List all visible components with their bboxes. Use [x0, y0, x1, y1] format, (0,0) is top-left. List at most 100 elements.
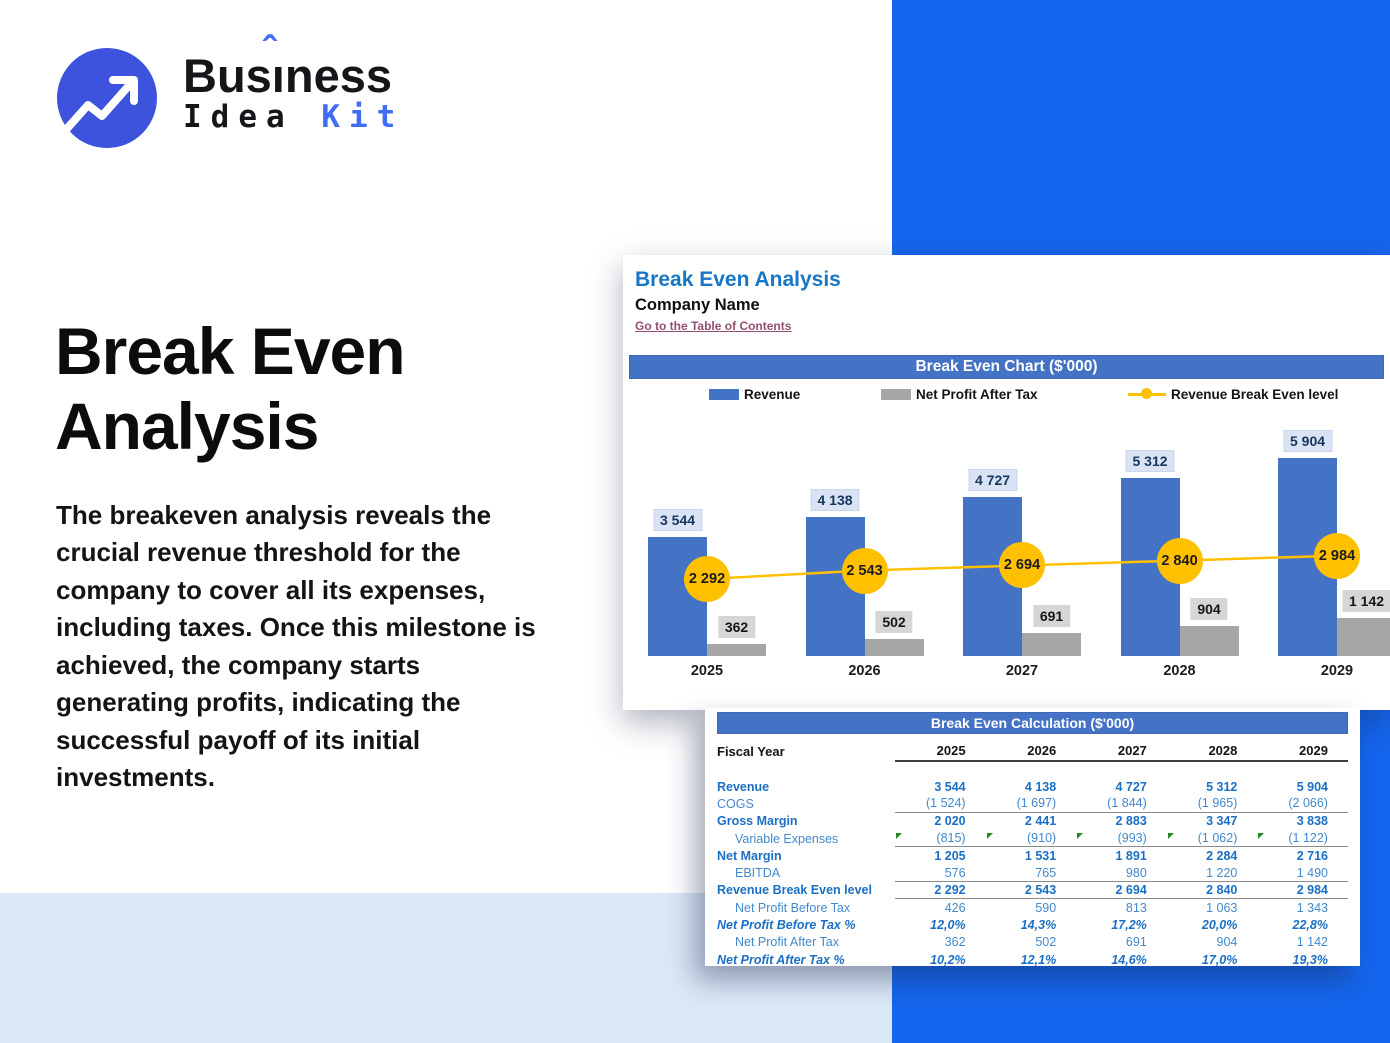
value-cell: 2 284: [1206, 848, 1238, 863]
legend-item-break-even: Revenue Break Even level: [1128, 386, 1338, 402]
row-label: Net Profit Before Tax %: [717, 918, 856, 933]
row-label: Gross Margin: [717, 814, 798, 829]
value-cell: 2 716: [1296, 848, 1328, 863]
value-cell: 362: [944, 935, 966, 950]
table-row: Variable Expenses (815) (910) (993) (1 062)(…: [717, 830, 1348, 848]
value-cell: (1 122): [1257, 831, 1348, 845]
revenue-value-label: 4 727: [967, 469, 1018, 492]
table-row: EBITDA 576 765 980 1 220 1 490: [717, 865, 1348, 882]
row-label: Net Profit After Tax %: [717, 952, 845, 967]
break-even-table-card: Break Even Calculation ($'000) Fiscal Ye…: [705, 708, 1360, 968]
value-cell: 691: [1125, 935, 1147, 950]
value-cell: 3 347: [1206, 814, 1238, 829]
value-cell: 2 441: [1024, 814, 1057, 829]
net-profit-value-label: 691: [1032, 604, 1071, 627]
table-row: Net Margin 1 205 1 531 1 891 2 284 2 716: [717, 847, 1348, 864]
company-name: Company Name: [635, 296, 760, 314]
brand-subtitle: Idea Kit: [183, 99, 405, 135]
break-even-chart-card: Break Even Analysis Company Name Go to t…: [623, 255, 1390, 710]
comment-flag-icon: [896, 833, 902, 840]
value-cell: 20,0%: [1201, 918, 1238, 933]
fiscal-year-label: Fiscal Year: [717, 743, 785, 759]
row-values: (1 524) (1 697) (1 844) (1 965) (2 066): [895, 795, 1348, 813]
year-column-header: 2026: [1027, 742, 1057, 758]
break-even-marker: 2 694: [999, 542, 1045, 589]
value-cell: 1 142: [1296, 935, 1328, 950]
value-cell: 3 544: [934, 779, 966, 794]
value-cell: 1 343: [1296, 900, 1328, 915]
x-axis-year-label: 2025: [690, 663, 724, 679]
net-profit-bar: [1337, 617, 1390, 656]
comment-flag-icon: [1077, 833, 1084, 840]
page-title: Break Even Analysis: [55, 314, 406, 463]
row-label: Net Profit Before Tax: [735, 900, 851, 915]
legend-swatch-icon: [881, 388, 911, 400]
brand-title: Busı ˆ ness: [183, 29, 392, 102]
revenue-value-label: 5 312: [1125, 449, 1175, 472]
value-cell: 4 138: [1024, 779, 1057, 794]
table-row: Gross Margin 2 020 2 441 2 883 3 347 3 838: [717, 813, 1348, 830]
value-cell: (1 965): [1197, 796, 1238, 811]
value-cell: 904: [1216, 935, 1238, 950]
row-values: 576 765 980 1 220 1 490: [895, 865, 1348, 882]
page-description: The breakeven analysis reveals the cruci…: [56, 500, 536, 793]
net-profit-bar: [1179, 625, 1239, 656]
value-cell: (1 844): [1107, 796, 1147, 811]
table-of-contents-link[interactable]: Go to the Table of Contents: [635, 319, 792, 333]
value-cell: 502: [1035, 935, 1057, 950]
legend-item-net-profit: Net Profit After Tax: [881, 386, 1038, 402]
x-axis-year-label: 2026: [848, 663, 881, 679]
row-values: 362 502 691 904 1 142: [895, 934, 1348, 951]
revenue-value-label: 4 138: [810, 488, 860, 511]
value-cell: 2 020: [934, 814, 966, 829]
value-cell: 14,3%: [1020, 918, 1057, 933]
legend-label: Revenue: [744, 386, 801, 402]
value-cell: (2 066): [1288, 796, 1328, 811]
net-profit-bar: [864, 639, 924, 656]
legend-dot-icon: [1141, 388, 1152, 399]
value-cell: 17,0%: [1201, 952, 1238, 967]
value-cell: 2 840: [1206, 882, 1238, 897]
value-cell: 1 891: [1115, 848, 1147, 863]
value-cell: 12,1%: [1020, 952, 1057, 967]
trend-arrow-icon: [57, 48, 157, 148]
net-profit-value-label: 1 142: [1341, 589, 1390, 612]
row-values: 10,2% 12,1% 14,6% 17,0% 19,3%: [895, 951, 1348, 968]
value-cell: 19,3%: [1292, 952, 1328, 967]
break-even-marker: 2 292: [684, 555, 730, 602]
net-profit-bar: [707, 643, 766, 656]
value-cell: 2 694: [1115, 882, 1147, 897]
year-column-header: 2027: [1117, 742, 1147, 758]
value-cell: 2 883: [1115, 814, 1147, 829]
value-cell: 22,8%: [1292, 918, 1328, 933]
year-columns: 2025 2026 2027 2028 2029: [895, 740, 1348, 762]
revenue-value-label: 3 544: [652, 508, 703, 531]
table-row: Revenue 3 544 4 138 4 727 5 312 5 904: [717, 778, 1348, 795]
brand-name: Busı ˆ ness Idea Kit: [183, 29, 405, 135]
row-values: 12,0% 14,3% 17,2% 20,0% 22,8%: [895, 916, 1348, 933]
row-values: 426 590 813 1 063 1 343: [895, 899, 1348, 916]
row-label: EBITDA: [735, 866, 781, 881]
value-cell: 1 063: [1206, 900, 1238, 915]
net-profit-bar: [1022, 632, 1081, 656]
value-cell: (1 697): [1016, 796, 1057, 811]
break-even-marker: 2 984: [1314, 532, 1360, 579]
value-cell: 3 838: [1296, 814, 1328, 829]
row-values: 1 205 1 531 1 891 2 284 2 716: [895, 847, 1348, 864]
sheet-title: Break Even Analysis: [635, 268, 841, 291]
net-profit-value-label: 362: [717, 615, 756, 638]
table-row: Net Profit After Tax 362 502 691 904 1 142: [717, 934, 1348, 951]
value-cell: 1 205: [934, 848, 966, 863]
value-cell: 1 531: [1024, 848, 1057, 863]
revenue-value-label: 5 904: [1282, 429, 1333, 452]
break-even-marker: 2 543: [841, 547, 888, 594]
row-label: COGS: [717, 796, 754, 811]
value-cell: 980: [1125, 865, 1147, 880]
break-even-marker: 2 840: [1156, 537, 1203, 584]
value-cell: 765: [1035, 865, 1057, 880]
value-cell: 5 904: [1296, 779, 1328, 794]
value-cell: 590: [1035, 900, 1057, 915]
row-values: 3 544 4 138 4 727 5 312 5 904: [895, 778, 1348, 795]
value-cell: 1 220: [1206, 865, 1238, 880]
value-cell: 2 984: [1296, 882, 1328, 897]
